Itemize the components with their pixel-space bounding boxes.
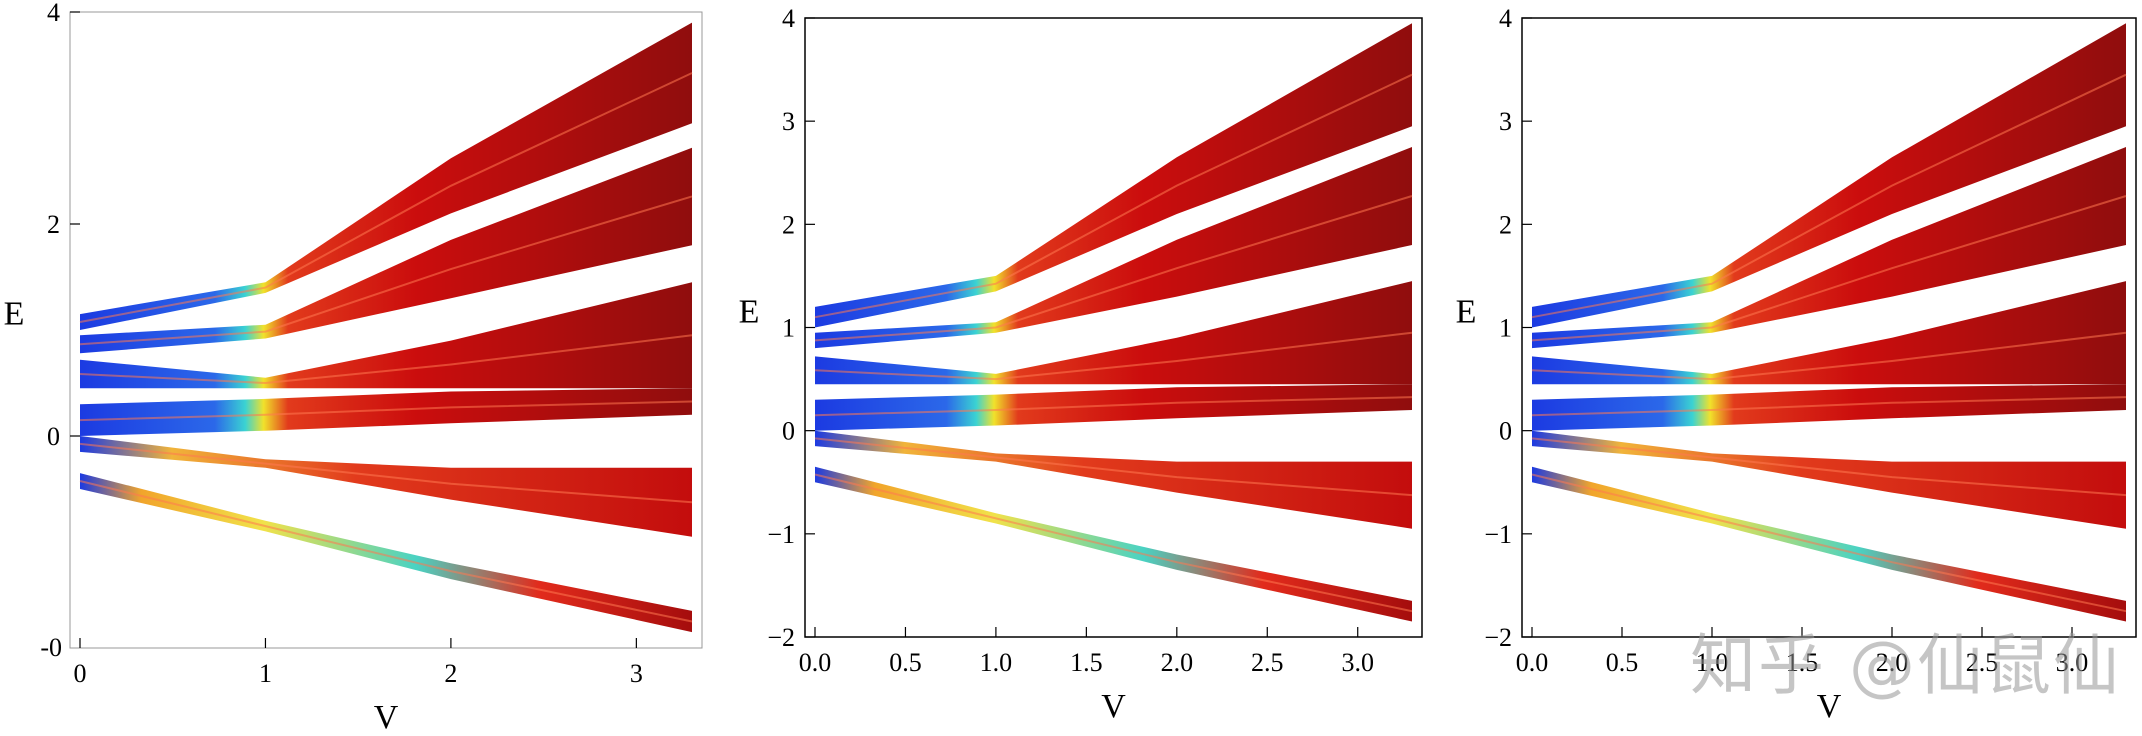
panel-2: 0.0 0.5 1.0 1.5 2.0 2.5 3.0 −2 −1 0 1 2 3 4 V E bbox=[739, 4, 1423, 725]
y-tick-label: 4 bbox=[1499, 4, 1512, 33]
x-tick-label: 1.5 bbox=[1070, 648, 1103, 677]
band-line-5 bbox=[814, 437, 1413, 497]
energy-band-5 bbox=[80, 436, 692, 537]
x-axis-label: V bbox=[1101, 688, 1126, 725]
band-line-1 bbox=[1531, 73, 2127, 319]
y-tick-label: 2 bbox=[47, 210, 60, 239]
band-line-4 bbox=[1531, 396, 2127, 417]
band-line-1 bbox=[814, 73, 1413, 319]
x-tick-label: 3.0 bbox=[1341, 648, 1374, 677]
panel-3: 0.0 0.5 1.0 1.5 2.0 2.5 3.0 −2 −1 0 1 2 3 4 V E bbox=[1456, 4, 2137, 725]
y-tick-label: −1 bbox=[767, 520, 795, 549]
y-axis-label: E bbox=[4, 296, 25, 333]
plot-frame bbox=[69, 11, 703, 649]
band-line-6 bbox=[1531, 473, 2127, 613]
x-tick-label: 2.0 bbox=[1161, 648, 1194, 677]
band-line-5 bbox=[1531, 437, 2127, 497]
x-tick-label: 3 bbox=[630, 659, 643, 688]
x-tick-label: 1.5 bbox=[1786, 648, 1819, 677]
x-tick-label: 2 bbox=[444, 659, 457, 688]
x-tick-label: 1.0 bbox=[980, 648, 1013, 677]
band-line-3 bbox=[1531, 331, 2127, 381]
x-tick-label: 1.0 bbox=[1696, 648, 1729, 677]
x-axis-label: V bbox=[374, 699, 399, 736]
energy-band-6 bbox=[1532, 466, 2126, 622]
y-tick-label: −2 bbox=[767, 623, 795, 652]
energy-band-4 bbox=[80, 388, 692, 436]
band-line-4 bbox=[79, 400, 693, 422]
x-tick-label: 1 bbox=[259, 659, 272, 688]
band-line-3 bbox=[79, 334, 693, 385]
band-line-6 bbox=[79, 480, 693, 623]
y-axis-label: E bbox=[739, 293, 760, 330]
y-tick-label: 2 bbox=[782, 210, 795, 239]
band-line-2 bbox=[79, 195, 693, 346]
band-line-4 bbox=[814, 396, 1413, 417]
y-tick-label: 0 bbox=[47, 422, 60, 451]
x-axis-label: V bbox=[1817, 688, 1842, 725]
x-tick-label: 3.0 bbox=[2056, 648, 2089, 677]
energy-band-5 bbox=[1532, 430, 2126, 529]
band-line-2 bbox=[814, 195, 1413, 342]
y-tick-label: 0 bbox=[782, 417, 795, 446]
energy-band-3 bbox=[815, 281, 1412, 385]
energy-band-4 bbox=[815, 384, 1412, 431]
energy-band-2 bbox=[815, 147, 1412, 349]
band-line-6 bbox=[814, 473, 1413, 613]
energy-band-5 bbox=[815, 430, 1412, 529]
panels: 0 1 2 3 0 2 4 -0 V E 0.0 0.5 1.0 1.5 2.0 2.5 3.0 −2 −1 0 1 2 3… bbox=[4, 0, 2137, 736]
energy-band-6 bbox=[815, 466, 1412, 622]
band-line-1 bbox=[79, 72, 693, 323]
energy-band-6 bbox=[80, 473, 692, 633]
x-tick-label: 0.0 bbox=[799, 648, 832, 677]
energy-band-2 bbox=[1532, 147, 2126, 349]
panel-1: 0 1 2 3 0 2 4 -0 V E bbox=[4, 0, 703, 736]
energy-band-1 bbox=[815, 23, 1412, 328]
band-line-3 bbox=[814, 331, 1413, 381]
y-tick-label: 1 bbox=[782, 314, 795, 343]
x-tick-label: 0 bbox=[74, 659, 87, 688]
y-tick-label: 3 bbox=[1499, 107, 1512, 136]
band-line-5 bbox=[79, 442, 693, 504]
y-tick-label: −1 bbox=[1484, 520, 1512, 549]
energy-band-2 bbox=[80, 147, 692, 354]
y-tick-label-bottom: -0 bbox=[40, 633, 62, 662]
x-tick-label: 2.5 bbox=[1966, 648, 1999, 677]
x-tick-label: 2.5 bbox=[1251, 648, 1284, 677]
y-tick-label: 0 bbox=[1499, 417, 1512, 446]
band-line-2 bbox=[1531, 195, 2127, 342]
watermark: 知乎 @仙鼠仙 bbox=[1690, 627, 2121, 704]
y-tick-label: −2 bbox=[1484, 623, 1512, 652]
y-tick-label: 2 bbox=[1499, 210, 1512, 239]
energy-band-3 bbox=[80, 282, 692, 389]
x-tick-label: 2.0 bbox=[1876, 648, 1909, 677]
y-tick-label: 4 bbox=[47, 0, 60, 27]
y-axis-label: E bbox=[1456, 293, 1477, 330]
y-tick-label: 4 bbox=[782, 4, 795, 33]
x-tick-label: 0.0 bbox=[1516, 648, 1549, 677]
energy-band-3 bbox=[1532, 281, 2126, 385]
y-tick-label: 3 bbox=[782, 107, 795, 136]
energy-band-1 bbox=[1532, 23, 2126, 328]
y-tick-label: 1 bbox=[1499, 314, 1512, 343]
x-tick-label: 0.5 bbox=[889, 648, 922, 677]
energy-band-4 bbox=[1532, 384, 2126, 431]
x-tick-label: 0.5 bbox=[1606, 648, 1639, 677]
